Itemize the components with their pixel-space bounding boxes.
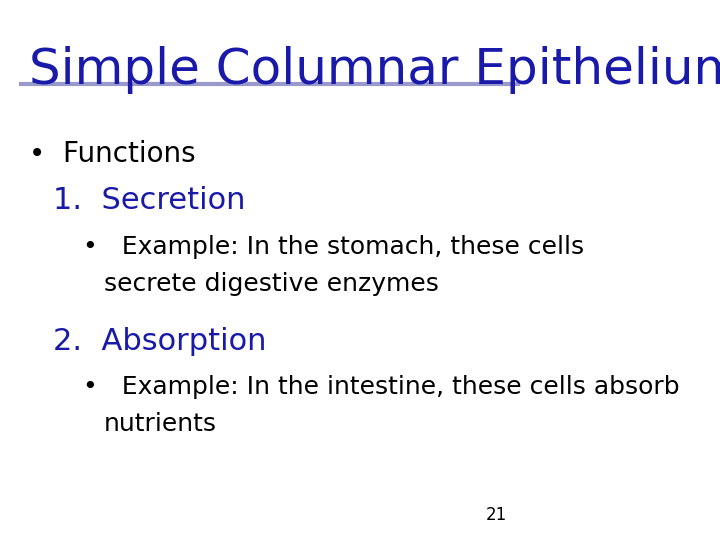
Text: nutrients: nutrients [104, 412, 217, 436]
Text: 21: 21 [486, 506, 508, 524]
Text: 1.  Secretion: 1. Secretion [53, 186, 246, 215]
Text: •   Example: In the stomach, these cells: • Example: In the stomach, these cells [83, 235, 584, 259]
Text: Simple Columnar Epithelium: Simple Columnar Epithelium [30, 46, 720, 94]
Text: 2.  Absorption: 2. Absorption [53, 327, 267, 356]
Text: •   Example: In the intestine, these cells absorb: • Example: In the intestine, these cells… [83, 375, 680, 399]
Text: secrete digestive enzymes: secrete digestive enzymes [104, 272, 439, 295]
Text: •  Functions: • Functions [30, 140, 196, 168]
